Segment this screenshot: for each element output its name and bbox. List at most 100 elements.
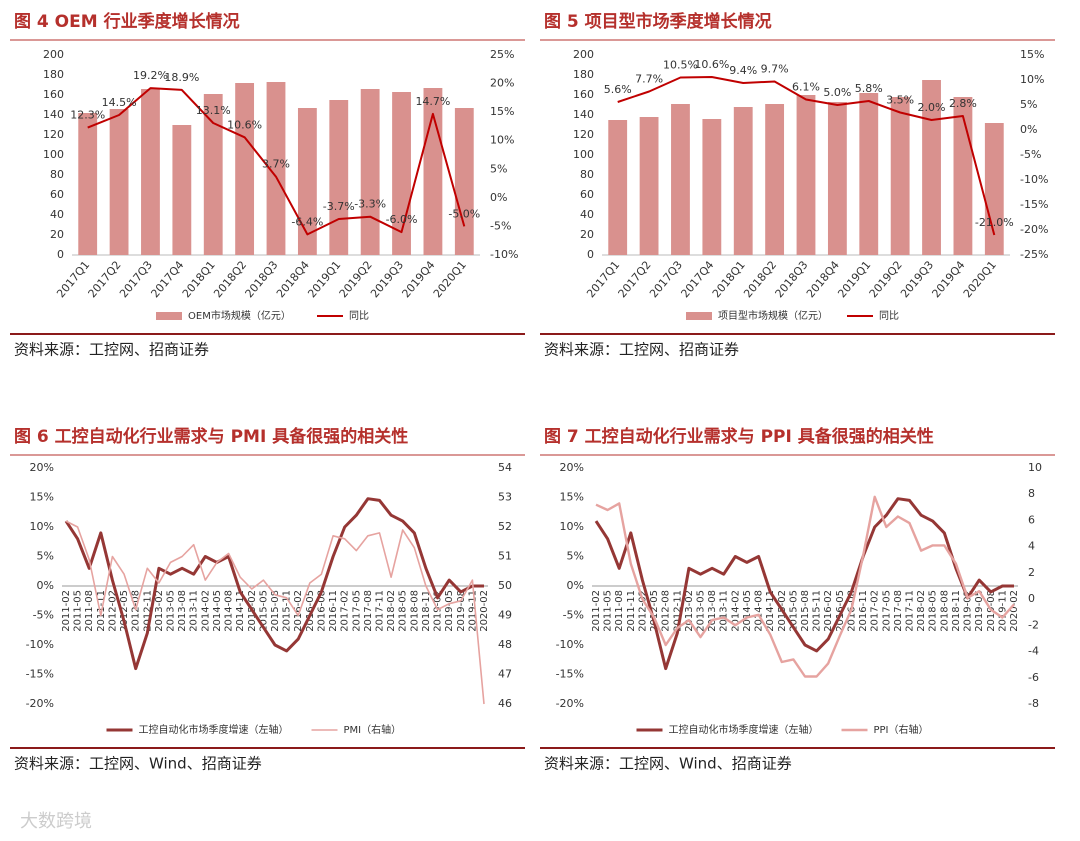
- x-tick-label: 2018-08: [939, 590, 950, 632]
- data-label: -3.3%: [354, 198, 386, 211]
- x-tick-label: 2018-05: [398, 590, 409, 632]
- bar: [78, 113, 98, 255]
- y2-tick-label: 46: [498, 697, 512, 710]
- x-tick-label: 2017Q3: [117, 259, 155, 301]
- bar: [360, 89, 380, 255]
- y2-tick-label: -20%: [1020, 223, 1048, 236]
- x-tick-label: 2019-02: [433, 590, 444, 632]
- y-tick-label: 20: [580, 228, 594, 241]
- legend-label: 同比: [879, 310, 899, 322]
- x-tick-label: 2019-02: [963, 590, 974, 632]
- y2-tick-label: -4: [1028, 645, 1039, 658]
- y2-tick-label: 53: [498, 491, 512, 504]
- bar: [984, 123, 1004, 255]
- data-label: 10.5%: [663, 59, 698, 72]
- y-tick-label: 140: [573, 108, 594, 121]
- y-tick-label: 100: [573, 148, 594, 161]
- y2-tick-label: 15%: [490, 105, 514, 118]
- x-tick-label: 2017Q2: [86, 259, 124, 301]
- y-tick-label: 15%: [560, 491, 584, 504]
- x-tick-label: 2017Q4: [148, 259, 186, 301]
- legend-swatch: [686, 312, 712, 320]
- y2-tick-label: -2: [1028, 618, 1039, 631]
- x-tick-label: 2017-02: [870, 590, 881, 632]
- bar: [329, 100, 349, 255]
- source: 资料来源：工控网、Wind、招商证券: [14, 755, 262, 773]
- x-tick-label: 2019Q3: [368, 259, 406, 301]
- x-tick-label: 2019-05: [974, 590, 985, 632]
- bar: [922, 80, 941, 255]
- x-tick-label: 2019-11: [467, 590, 478, 632]
- y-tick-label: 80: [50, 168, 64, 181]
- y2-tick-label: -6: [1028, 671, 1039, 684]
- x-tick-label: 2012-11: [142, 590, 153, 632]
- chart-panel: 图 4 OEM 行业季度增长情况 0 20 40 60 80 100 120 140 160 180…: [10, 11, 525, 359]
- y-tick-label: 200: [573, 48, 594, 61]
- x-tick-label: 2013-11: [189, 590, 200, 632]
- y2-tick-label: 52: [498, 520, 512, 533]
- y-tick-label: -10%: [556, 638, 584, 651]
- x-tick-label: 2012-08: [661, 590, 672, 632]
- x-tick-label: 2012-02: [107, 590, 118, 632]
- bar: [765, 104, 785, 255]
- x-tick-label: 2013-11: [719, 590, 730, 632]
- x-tick-label: 2012-05: [119, 590, 130, 632]
- x-tick-label: 2019Q1: [305, 259, 343, 301]
- data-label: -3.7%: [323, 200, 355, 213]
- y2-tick-label: -5%: [1020, 148, 1041, 161]
- x-tick-label: 2018-11: [421, 590, 432, 632]
- x-tick-label: 2018Q2: [211, 259, 249, 301]
- x-tick-label: 2017-02: [340, 590, 351, 632]
- x-tick-label: 2019-05: [444, 590, 455, 632]
- x-tick-label: 2017Q3: [647, 259, 685, 301]
- x-tick-label: 2017Q2: [616, 259, 654, 301]
- x-tick-label: 2013-02: [154, 590, 165, 632]
- y-tick-label: 40: [50, 208, 64, 221]
- y-tick-label: 160: [43, 88, 64, 101]
- data-label: 5.6%: [604, 83, 632, 96]
- data-label: 3.5%: [886, 94, 914, 107]
- y-tick-label: 120: [573, 128, 594, 141]
- y-tick-label: 160: [573, 88, 594, 101]
- legend-swatch: [156, 312, 182, 320]
- x-tick-label: 2014-05: [212, 590, 223, 632]
- y-tick-label: 200: [43, 48, 64, 61]
- x-tick-label: 2019Q4: [929, 259, 967, 301]
- x-tick-label: 2013-08: [707, 590, 718, 632]
- x-tick-label: 2018Q4: [804, 259, 842, 301]
- legend-label: PPI（右轴）: [874, 723, 929, 736]
- bar: [671, 104, 690, 255]
- x-tick-label: 2011-11: [626, 590, 637, 632]
- x-tick-label: 2011-05: [603, 590, 614, 632]
- chart-title: 图 7 工控自动化行业需求与 PPI 具备很强的相关性: [544, 426, 934, 447]
- x-tick-label: 2016-05: [835, 590, 846, 632]
- line: [64, 497, 484, 671]
- x-tick-label: 2012-11: [672, 590, 683, 632]
- data-label: 5.8%: [855, 82, 883, 95]
- chart-panel: 图 6 工控自动化行业需求与 PMI 具备很强的相关性 -20% -15% -10% -…: [10, 426, 525, 773]
- chart-title: 图 5 项目型市场季度增长情况: [544, 11, 772, 32]
- y-tick-label: 60: [50, 188, 64, 201]
- legend-label: 同比: [349, 310, 369, 322]
- legend-label: PMI（右轴）: [344, 723, 402, 736]
- source: 资料来源：工控网、招商证券: [544, 341, 739, 359]
- x-tick-label: 2019Q2: [337, 259, 375, 301]
- y2-tick-label: 0: [1028, 592, 1035, 605]
- data-label: 9.4%: [729, 64, 757, 77]
- y-tick-label: 0%: [37, 579, 54, 592]
- x-tick-label: 2011-08: [614, 590, 625, 632]
- x-tick-label: 2015-08: [270, 590, 281, 632]
- y-tick-label: 180: [573, 68, 594, 81]
- data-label: -21.0%: [975, 216, 1014, 229]
- line: [595, 495, 1015, 678]
- y-tick-label: 20%: [560, 461, 584, 474]
- x-tick-label: 2020Q1: [431, 259, 469, 301]
- x-tick-label: 2018Q3: [773, 259, 811, 301]
- chart-panel: 图 5 项目型市场季度增长情况 0 20 40 60 80 100 120 140 160 180 2…: [540, 11, 1055, 359]
- y2-tick-label: 10: [1028, 461, 1042, 474]
- data-label: 9.7%: [761, 63, 789, 76]
- x-tick-label: 2014-08: [754, 590, 765, 632]
- x-tick-label: 2014-05: [742, 590, 753, 632]
- x-tick-label: 2012-08: [131, 590, 142, 632]
- bar: [203, 94, 223, 255]
